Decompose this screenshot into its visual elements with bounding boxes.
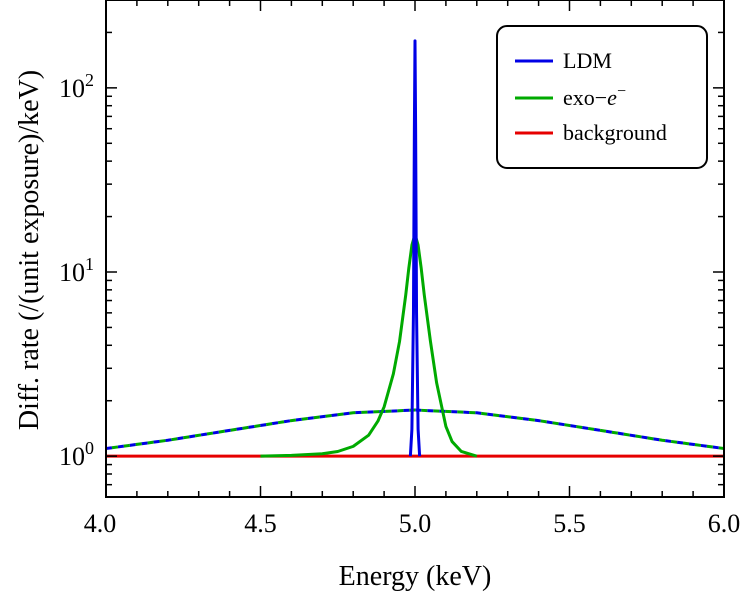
legend-label-exo-italic: e <box>607 85 617 110</box>
legend-label-exo-prefix: exo− <box>563 85 607 110</box>
x-tick-label: 4.5 <box>244 509 277 538</box>
y-axis-title: Diff. rate (/(unit exposure)/keV) <box>14 70 45 430</box>
series-line-3 <box>106 408 724 451</box>
x-tick-label: 5.5 <box>553 509 586 538</box>
legend-label-background: background <box>563 120 667 145</box>
y-tick-label-base: 10 <box>59 74 85 103</box>
legend-label-exo-sup: − <box>617 83 626 100</box>
series-line-1 <box>260 232 478 458</box>
series-line-4 <box>106 408 724 451</box>
tick-layer <box>105 0 725 498</box>
y-tick-label: 102 <box>59 70 94 103</box>
y-tick-label-base: 10 <box>59 442 85 471</box>
y-tick-label-exponent: 2 <box>85 70 94 90</box>
x-tick-label: 5.0 <box>399 509 432 538</box>
series-layer <box>106 39 724 458</box>
y-tick-label: 100 <box>59 438 94 471</box>
legend-label-exo: exo−e− <box>563 83 626 110</box>
y-tick-label-exponent: 1 <box>85 254 94 274</box>
series-line-0 <box>408 39 422 457</box>
legend-label-ldm: LDM <box>563 48 612 73</box>
x-tick-label: 4.0 <box>84 509 117 538</box>
x-tick-label: 6.0 <box>708 509 741 538</box>
y-tick-label-base: 10 <box>59 258 85 287</box>
y-tick-label-exponent: 0 <box>85 438 94 458</box>
legend: LDM exo−e− background <box>496 25 708 169</box>
x-axis-title: Energy (keV) <box>339 561 492 592</box>
y-tick-label: 101 <box>59 254 94 287</box>
